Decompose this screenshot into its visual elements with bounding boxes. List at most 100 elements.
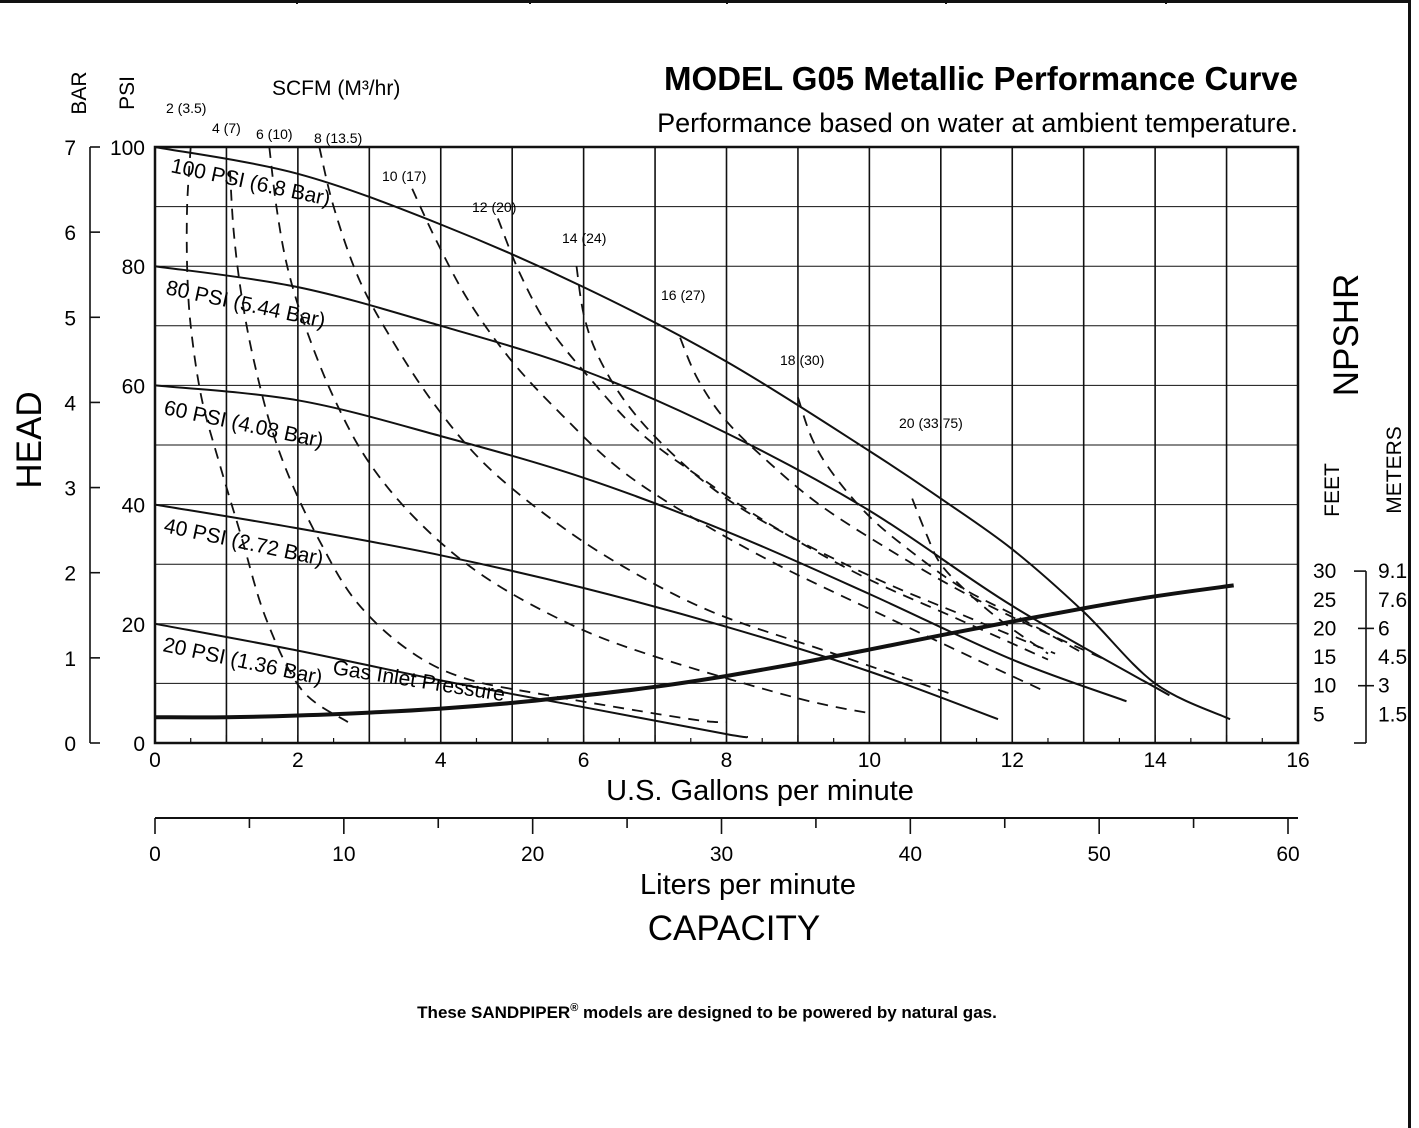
air-consumption-curve	[185, 146, 349, 723]
bar-tick-label: 1	[64, 648, 76, 671]
psi-tick-label: 0	[133, 733, 145, 756]
pressure-curve	[154, 265, 1170, 697]
lpm-tick-label: 10	[332, 843, 355, 866]
npshr-feet-tick-label: 10	[1313, 675, 1336, 698]
air-consumption-curves: 2 (3.5) 4 (7) 6 (10) 8 (13.5) 10 (17) 12 (20)…	[166, 100, 1106, 724]
air-consumption-label: 8 (13.5)	[314, 130, 362, 146]
psi-tick-label: 40	[122, 495, 145, 518]
npshr-curve	[154, 583, 1234, 720]
air-consumption-label: 20 (33.75)	[899, 415, 963, 431]
npshr-meters-tick-label: 6	[1378, 617, 1390, 640]
npshr-label: NPSHR	[1327, 274, 1366, 397]
air-consumption-label: 10 (17)	[382, 168, 426, 184]
pressure-curve	[154, 384, 1127, 703]
bar-tick-label: 7	[64, 137, 76, 160]
npshr-meters-tick-label: 9.1	[1378, 560, 1407, 583]
x-tick-label: 12	[1001, 749, 1024, 772]
x-tick-label: 10	[858, 749, 881, 772]
air-consumption-label: 14 (24)	[562, 230, 606, 246]
psi-axis: 0 20 40 60 80 100	[110, 137, 145, 756]
lpm-tick-label: 30	[710, 843, 733, 866]
npshr-meters-tick-label: 7.6	[1378, 589, 1407, 612]
registered-mark: ®	[570, 1002, 578, 1014]
lpm-axis: 0 10 20 30 40 50 60	[149, 817, 1300, 866]
x-axis-label: U.S. Gallons per minute	[606, 775, 914, 807]
psi-tick-label: 60	[122, 375, 145, 398]
pressure-curve-label: 20 PSI (1.36 Bar)	[161, 633, 324, 689]
npshr-meters-tick-label: 4.5	[1378, 646, 1407, 669]
x-tick-label: 6	[578, 749, 590, 772]
air-consumption-curve	[411, 188, 1042, 691]
footnote: These SANDPIPER® models are designed to …	[417, 1002, 997, 1022]
scfm-label: SCFM (M³/hr)	[272, 77, 400, 100]
lpm-axis-label: Liters per minute	[640, 869, 856, 901]
npshr-feet-tick-label: 30	[1313, 560, 1336, 583]
x-tick-label: 4	[435, 749, 447, 772]
air-consumption-curve	[575, 266, 1056, 655]
bar-tick-label: 5	[64, 307, 76, 330]
lpm-tick-label: 40	[899, 843, 922, 866]
air-consumption-curve	[268, 146, 870, 715]
npshr-meters-label: METERS	[1383, 426, 1406, 514]
npshr-feet-tick-label: 15	[1313, 646, 1336, 669]
npshr-axis: 30 25 20 15 10 5 9.1 7.6 6 4.5 3 1.5	[1313, 560, 1407, 744]
npshr-feet-tick-label: 20	[1313, 617, 1336, 640]
air-consumption-curve	[797, 397, 1085, 655]
x-tick-label: 2	[292, 749, 304, 772]
npshr-meters-tick-label: 3	[1378, 675, 1390, 698]
air-consumption-curve	[229, 170, 727, 724]
npshr-meters-tick-label: 1.5	[1378, 703, 1407, 726]
pressure-curve-label: 60 PSI (4.08 Bar)	[162, 396, 325, 452]
head-label: HEAD	[10, 391, 49, 488]
footnote-text: These SANDPIPER	[417, 1003, 570, 1022]
x-tick-label: 0	[149, 749, 161, 772]
air-consumption-curve	[497, 218, 1049, 661]
pressure-curves: 100 PSI (6.8 Bar)80 PSI (5.44 Bar)60 PSI…	[154, 146, 1231, 739]
psi-tick-label: 80	[122, 256, 145, 279]
bar-axis: 0 1 2 3 4 5 6 7	[64, 137, 100, 756]
lpm-tick-label: 20	[521, 843, 544, 866]
bar-tick-label: 0	[64, 733, 76, 756]
air-consumption-curve	[911, 498, 1049, 655]
lpm-tick-label: 0	[149, 843, 161, 866]
air-consumption-label: 18 (30)	[780, 352, 824, 368]
bar-tick-label: 6	[64, 222, 76, 245]
lpm-tick-label: 50	[1087, 843, 1110, 866]
x-tick-label: 14	[1143, 749, 1167, 772]
npshr-feet-tick-label: 25	[1313, 589, 1336, 612]
gas-inlet-label: Gas Inlet Pressure	[331, 656, 506, 706]
npshr-feet-label: FEET	[1321, 463, 1344, 517]
bar-tick-label: 4	[64, 392, 76, 415]
psi-tick-label: 20	[122, 614, 145, 637]
lpm-tick-label: 60	[1276, 843, 1299, 866]
pressure-curve	[154, 622, 749, 739]
npshr-feet-tick-label: 5	[1313, 703, 1325, 726]
chart-grid	[155, 147, 1298, 743]
top-table-border	[296, 0, 1167, 4]
x-tick-label: 8	[721, 749, 733, 772]
air-consumption-label: 2 (3.5)	[166, 100, 206, 116]
x-tick-label: 16	[1286, 749, 1309, 772]
bar-tick-label: 3	[64, 478, 76, 501]
bar-tick-label: 2	[64, 563, 76, 586]
air-consumption-label: 4 (7)	[212, 120, 241, 136]
scfm-label-text: SCFM (M³/hr)	[272, 77, 400, 100]
x-axis-ticks: 0 2 4 6 8 10 12 14 16	[149, 735, 1310, 772]
npshr-curve-layer	[154, 583, 1234, 720]
footnote-text-end: models are designed to be powered by nat…	[578, 1003, 997, 1022]
psi-axis-label: PSI	[116, 76, 139, 110]
chart-title: MODEL G05 Metallic Performance Curve	[664, 60, 1298, 97]
air-consumption-label: 6 (10)	[256, 126, 293, 142]
pressure-curve	[154, 146, 1231, 721]
air-consumption-label: 12 (20)	[472, 199, 516, 215]
capacity-label: CAPACITY	[648, 909, 820, 948]
air-consumption-curve	[679, 337, 1106, 661]
psi-tick-label: 100	[110, 137, 145, 160]
bar-axis-label: BAR	[68, 71, 91, 114]
chart-subtitle: Performance based on water at ambient te…	[657, 108, 1298, 138]
air-consumption-curve	[318, 146, 956, 697]
air-consumption-label: 16 (27)	[661, 287, 705, 303]
pressure-curve	[154, 503, 999, 721]
